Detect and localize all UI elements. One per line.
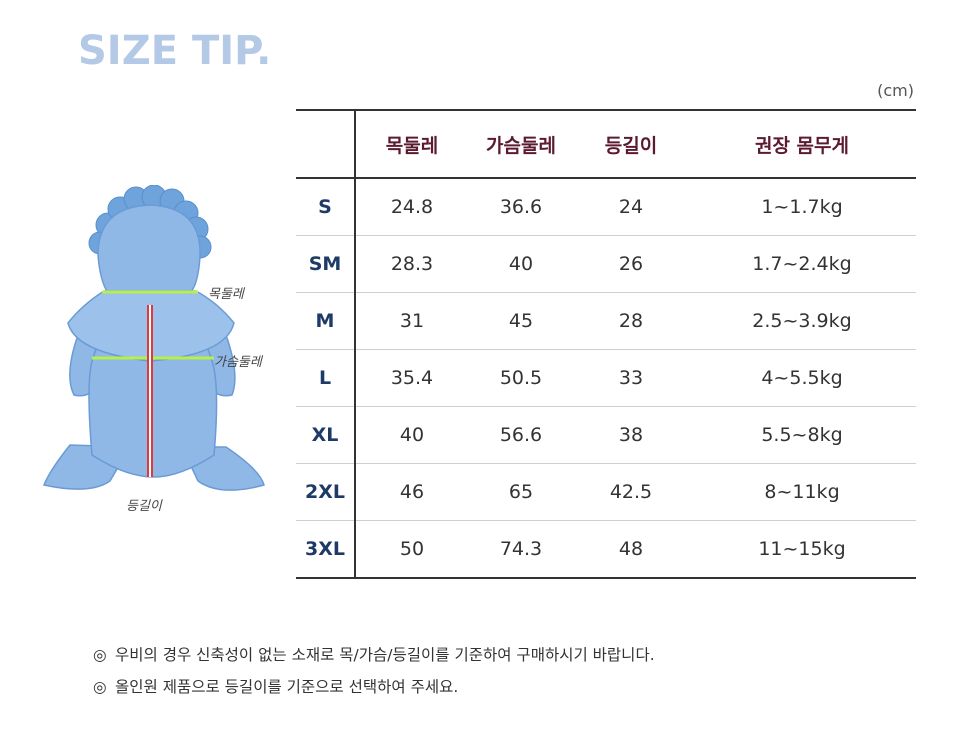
neck-cell: 46 bbox=[355, 463, 468, 521]
chest-cell: 65 bbox=[468, 463, 574, 521]
note-item: ◎ 우비의 경우 신축성이 없는 소재로 목/가슴/등길이를 기준하여 구매하시… bbox=[93, 642, 655, 674]
header-neck: 목둘레 bbox=[355, 109, 468, 179]
garment-figure: 목둘레 가슴둘레 등길이 bbox=[30, 184, 290, 525]
back-cell: 33 bbox=[574, 349, 688, 407]
table-row: 2XL 46 65 42.5 8~11kg bbox=[296, 463, 916, 521]
chest-cell: 40 bbox=[468, 235, 574, 293]
back-cell: 48 bbox=[574, 520, 688, 579]
header-corner bbox=[296, 109, 356, 179]
note-text: 올인원 제품으로 등길이를 기준으로 선택하여 주세요. bbox=[115, 678, 459, 696]
size-cell: XL bbox=[296, 406, 356, 464]
chest-cell: 45 bbox=[468, 292, 574, 350]
back-cell: 38 bbox=[574, 406, 688, 464]
table-row: SM 28.3 40 26 1.7~2.4kg bbox=[296, 235, 916, 293]
neck-cell: 40 bbox=[355, 406, 468, 464]
table-row: XL 40 56.6 38 5.5~8kg bbox=[296, 406, 916, 464]
back-cell: 26 bbox=[574, 235, 688, 293]
neck-cell: 35.4 bbox=[355, 349, 468, 407]
size-cell: S bbox=[296, 178, 356, 236]
weight-cell: 1~1.7kg bbox=[688, 178, 916, 236]
chest-cell: 36.6 bbox=[468, 178, 574, 236]
weight-cell: 8~11kg bbox=[688, 463, 916, 521]
header-back: 등길이 bbox=[574, 109, 688, 179]
back-cell: 42.5 bbox=[574, 463, 688, 521]
size-cell: M bbox=[296, 292, 356, 350]
weight-cell: 1.7~2.4kg bbox=[688, 235, 916, 293]
header-chest: 가슴둘레 bbox=[468, 109, 574, 179]
table-row: L 35.4 50.5 33 4~5.5kg bbox=[296, 349, 916, 407]
size-cell: SM bbox=[296, 235, 356, 293]
size-table: 목둘레 가슴둘레 등길이 권장 몸무게 S 24.8 36.6 24 1~1.7… bbox=[296, 109, 916, 579]
back-length-label: 등길이 bbox=[126, 499, 162, 514]
chest-cell: 74.3 bbox=[468, 520, 574, 579]
note-item: ◎ 올인원 제품으로 등길이를 기준으로 선택하여 주세요. bbox=[93, 674, 655, 706]
table-row: S 24.8 36.6 24 1~1.7kg bbox=[296, 178, 916, 236]
weight-cell: 5.5~8kg bbox=[688, 406, 916, 464]
unit-label: (cm) bbox=[877, 81, 914, 100]
neck-cell: 31 bbox=[355, 292, 468, 350]
back-cell: 28 bbox=[574, 292, 688, 350]
table-row: M 31 45 28 2.5~3.9kg bbox=[296, 292, 916, 350]
page-title: SIZE TIP. bbox=[78, 28, 272, 74]
weight-cell: 11~15kg bbox=[688, 520, 916, 579]
neck-cell: 50 bbox=[355, 520, 468, 579]
chest-cell: 50.5 bbox=[468, 349, 574, 407]
back-cell: 24 bbox=[574, 178, 688, 236]
chest-cell: 56.6 bbox=[468, 406, 574, 464]
neck-cell: 28.3 bbox=[355, 235, 468, 293]
weight-cell: 2.5~3.9kg bbox=[688, 292, 916, 350]
size-table-container: 목둘레 가슴둘레 등길이 권장 몸무게 S 24.8 36.6 24 1~1.7… bbox=[296, 109, 916, 579]
note-text: 우비의 경우 신축성이 없는 소재로 목/가슴/등길이를 기준하여 구매하시기 … bbox=[115, 646, 655, 664]
size-cell: 3XL bbox=[296, 520, 356, 579]
raincoat-illustration bbox=[42, 184, 265, 491]
bullet-icon: ◎ bbox=[93, 678, 107, 696]
weight-cell: 4~5.5kg bbox=[688, 349, 916, 407]
neck-cell: 24.8 bbox=[355, 178, 468, 236]
chest-label: 가슴둘레 bbox=[214, 355, 262, 370]
bullet-icon: ◎ bbox=[93, 646, 107, 664]
notes-section: ◎ 우비의 경우 신축성이 없는 소재로 목/가슴/등길이를 기준하여 구매하시… bbox=[93, 642, 655, 706]
table-row: 3XL 50 74.3 48 11~15kg bbox=[296, 520, 916, 579]
header-weight: 권장 몸무게 bbox=[688, 109, 916, 179]
header-row: 목둘레 가슴둘레 등길이 권장 몸무게 bbox=[296, 109, 916, 179]
neck-label: 목둘레 bbox=[208, 287, 244, 302]
size-cell: 2XL bbox=[296, 463, 356, 521]
size-cell: L bbox=[296, 349, 356, 407]
